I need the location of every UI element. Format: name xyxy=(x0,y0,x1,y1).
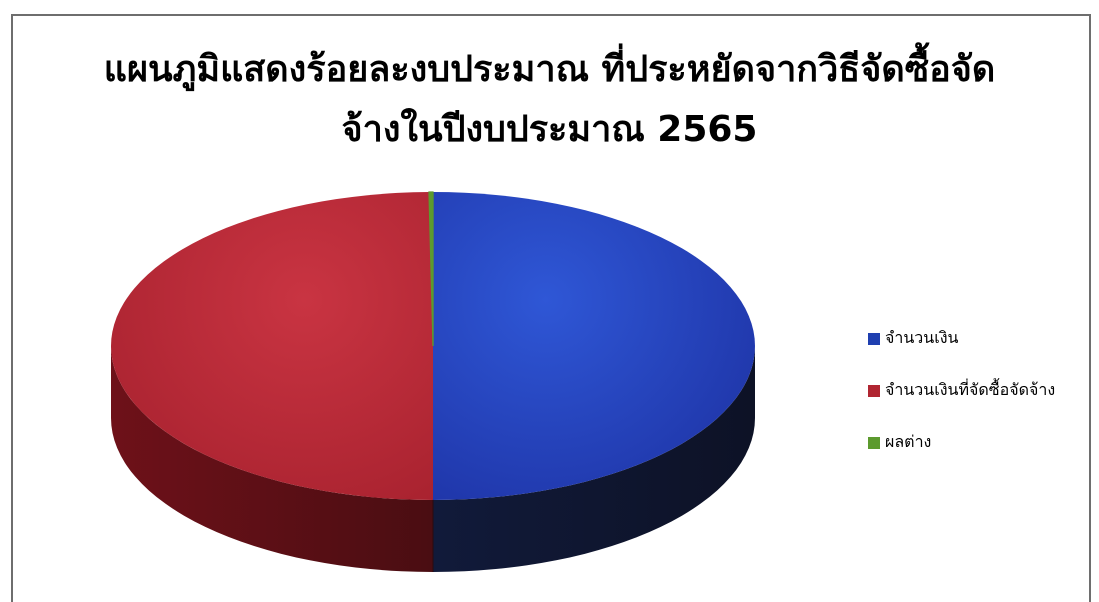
pie-slice-side-1 xyxy=(433,346,755,572)
legend-swatch-3 xyxy=(868,436,880,449)
pie-slice-side-2 xyxy=(111,346,433,572)
legend-label-2: จำนวนเงินที่จัดซื้อจัดจ้าง xyxy=(885,380,1056,399)
pie-slice-1 xyxy=(433,192,755,500)
legend-item-2: จำนวนเงินที่จัดซื้อจัดจ้าง xyxy=(868,378,1055,403)
legend-label-1: จำนวนเงิน xyxy=(885,328,959,347)
legend-label-3: ผลต่าง xyxy=(885,432,932,451)
chart-title-line-1: แผนภูมิแสดงร้อยละงบประมาณ ที่ประหยัดจากว… xyxy=(103,49,996,90)
legend-swatch-1 xyxy=(868,332,880,345)
legend-item-3: ผลต่าง xyxy=(868,430,931,455)
pie-slice-2 xyxy=(111,192,433,501)
chart-title-line-2: จ้างในปีงบประมาณ 2565 xyxy=(341,109,758,150)
legend-item-1: จำนวนเงิน xyxy=(868,326,958,351)
legend-swatch-2 xyxy=(868,384,880,397)
